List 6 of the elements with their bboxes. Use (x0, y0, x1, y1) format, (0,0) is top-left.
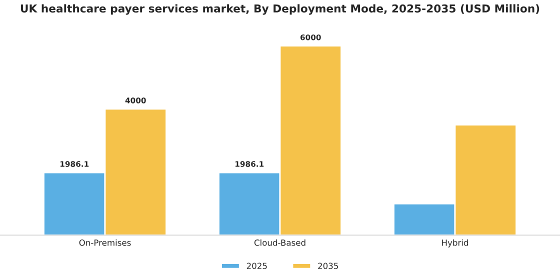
legend-label: 2025 (246, 262, 267, 270)
x-tick-label: Hybrid (442, 239, 468, 248)
chart-title: UK healthcare payer services market, By Deployment Mode, 2025-2035 (USD Million) (20, 4, 540, 15)
legend-label: 2035 (318, 262, 338, 270)
x-tick-label: On-Premises (79, 239, 131, 246)
x-tick-label: Cloud-Based (254, 239, 306, 246)
